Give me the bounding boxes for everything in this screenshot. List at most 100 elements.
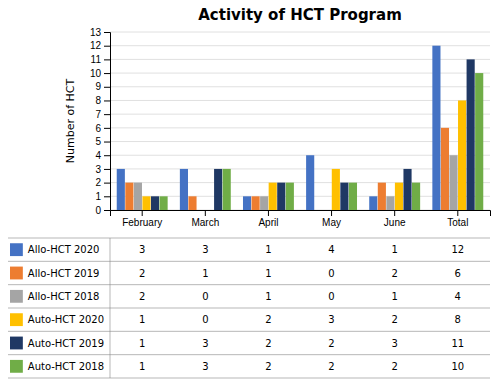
tick: 11 [91, 54, 110, 65]
table-rule [8, 284, 490, 285]
table-value: 0 [328, 268, 334, 279]
bar [243, 196, 251, 210]
y-axis: 012345678910111213 [90, 27, 111, 216]
tick: 3 [95, 164, 110, 175]
chart: Activity of HCT Program01234567891011121… [0, 0, 500, 388]
tick-mark [142, 210, 143, 216]
tick-label: March [191, 217, 219, 228]
bar [349, 183, 357, 210]
grid [110, 32, 490, 210]
tick-label: February [122, 217, 162, 228]
table-value: 3 [139, 244, 145, 255]
tick-label: 1 [95, 191, 101, 202]
tick-label: 13 [90, 27, 102, 38]
bar [269, 183, 277, 210]
tick: Total [447, 210, 468, 228]
bar [117, 169, 125, 210]
tick-mark [331, 210, 332, 216]
bar [214, 169, 222, 210]
tick-mark [104, 32, 110, 33]
bar [323, 210, 331, 211]
tick-mark [104, 87, 110, 88]
bar [332, 169, 340, 210]
table-rule [8, 378, 490, 379]
tick-mark [394, 210, 395, 216]
bar [378, 183, 386, 210]
grid-line [110, 32, 490, 33]
tick: 7 [95, 109, 110, 120]
tick-label: June [384, 217, 406, 228]
tick-mark [104, 169, 110, 170]
bar [260, 196, 268, 210]
table-value: 1 [139, 314, 145, 325]
bar [188, 196, 196, 210]
tick-label: 2 [95, 177, 101, 188]
tick: 0 [95, 205, 110, 216]
bar [142, 196, 150, 210]
axis-line [111, 211, 491, 217]
bar [223, 169, 231, 210]
series [125, 128, 449, 210]
tick-label: April [258, 217, 278, 228]
table-value: 1 [391, 291, 397, 302]
tick-mark [104, 100, 110, 101]
tick: June [384, 210, 406, 228]
bar [277, 183, 285, 210]
bar [369, 196, 377, 210]
tick-label: 7 [95, 109, 101, 120]
tick-mark [104, 210, 110, 211]
bar [467, 59, 475, 210]
table-value: 1 [265, 244, 271, 255]
tick-label: 4 [95, 150, 101, 161]
tick-mark [104, 196, 110, 197]
table-rule [8, 308, 490, 309]
tick: 8 [95, 95, 110, 106]
bar [134, 183, 142, 210]
bar [475, 73, 483, 210]
x-axis: February March April May June Total [111, 210, 491, 228]
table-value: 2 [391, 268, 397, 279]
table-value: 1 [139, 338, 145, 349]
bar [412, 183, 420, 210]
legend-swatch [10, 267, 23, 280]
legend-swatch [10, 243, 23, 256]
bar [449, 155, 457, 210]
bar [403, 169, 411, 210]
table-value: 3 [202, 244, 208, 255]
table-rule [8, 238, 490, 239]
tick: 5 [95, 136, 110, 147]
legend-label: Allo-HCT 2019 [28, 268, 100, 279]
tick-mark [104, 142, 110, 143]
bars [117, 46, 484, 210]
table-value: 2 [139, 291, 145, 302]
series [142, 100, 466, 210]
legend-label: Auto-HCT 2019 [28, 338, 104, 349]
table-rule [8, 331, 490, 332]
bar [432, 46, 440, 210]
table-value: 11 [451, 338, 464, 349]
tick-mark [104, 155, 110, 156]
tick: 4 [95, 150, 110, 161]
series [134, 155, 458, 210]
tick-label: 6 [95, 123, 101, 134]
table-value: 2 [265, 314, 271, 325]
tick-label: May [322, 217, 341, 228]
tick: 13 [90, 27, 110, 38]
tick-mark [268, 210, 269, 216]
table-value: 1 [265, 268, 271, 279]
table-value: 2 [328, 338, 334, 349]
legend-label: Allo-HCT 2020 [28, 244, 100, 255]
table-value: 3 [328, 314, 334, 325]
axis-line [104, 33, 111, 211]
table-value: 2 [265, 361, 271, 372]
tick: March [191, 210, 219, 228]
table-value: 10 [451, 361, 464, 372]
tick-label: 10 [90, 68, 102, 79]
legend-label: Auto-HCT 2018 [28, 361, 104, 372]
table-value: 1 [139, 361, 145, 372]
legend-swatch [10, 337, 23, 350]
bar [125, 183, 133, 210]
legend-label: Allo-HCT 2018 [28, 291, 100, 302]
legend-swatch [10, 290, 23, 303]
bar [197, 210, 205, 211]
